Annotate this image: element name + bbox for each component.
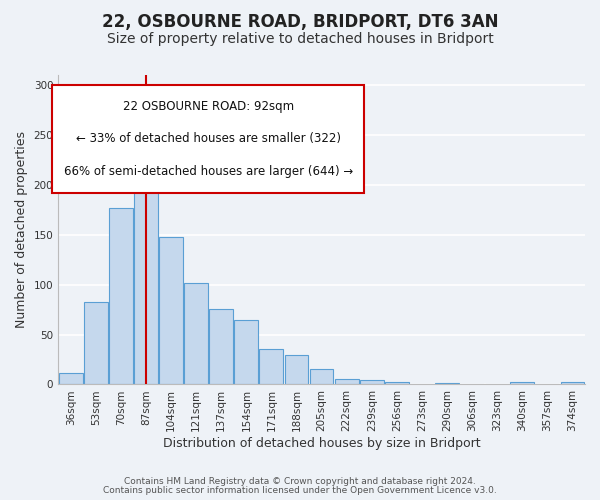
Text: ← 33% of detached houses are smaller (322): ← 33% of detached houses are smaller (32… (76, 132, 341, 145)
Bar (335, 380, 359, 384)
Text: 22 OSBOURNE ROAD: 92sqm: 22 OSBOURNE ROAD: 92sqm (122, 100, 294, 113)
Bar (560, 382, 584, 384)
Bar (209, 308, 233, 384)
Bar (84, 302, 108, 384)
Bar (385, 382, 409, 384)
Bar (159, 236, 183, 384)
Text: Size of property relative to detached houses in Bridport: Size of property relative to detached ho… (107, 32, 493, 46)
Text: 66% of semi-detached houses are larger (644) →: 66% of semi-detached houses are larger (… (64, 164, 353, 177)
Bar (235, 320, 258, 384)
Text: Contains public sector information licensed under the Open Government Licence v3: Contains public sector information licen… (103, 486, 497, 495)
Text: 22, OSBOURNE ROAD, BRIDPORT, DT6 3AN: 22, OSBOURNE ROAD, BRIDPORT, DT6 3AN (102, 12, 498, 30)
Bar (109, 208, 133, 384)
Bar (511, 382, 534, 384)
Text: Contains HM Land Registry data © Crown copyright and database right 2024.: Contains HM Land Registry data © Crown c… (124, 477, 476, 486)
Bar (259, 348, 283, 384)
Bar (59, 374, 83, 384)
Bar (360, 380, 383, 384)
Bar (184, 282, 208, 384)
Bar (284, 354, 308, 384)
X-axis label: Distribution of detached houses by size in Bridport: Distribution of detached houses by size … (163, 437, 481, 450)
Bar (134, 161, 158, 384)
Y-axis label: Number of detached properties: Number of detached properties (15, 131, 28, 328)
Bar (310, 370, 334, 384)
